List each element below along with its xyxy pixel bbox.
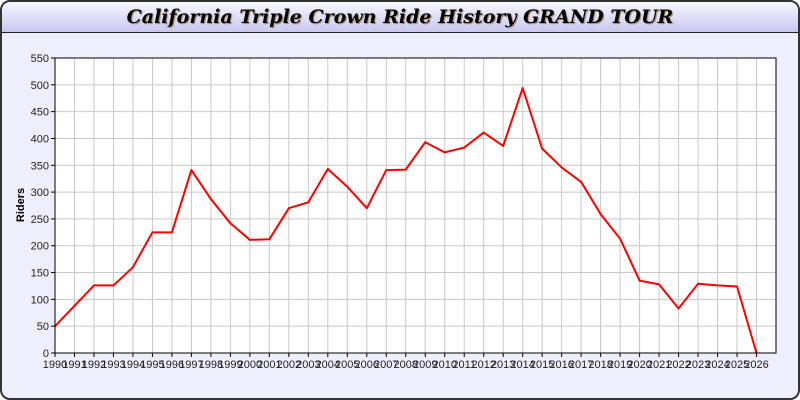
data-point — [463, 146, 466, 149]
data-point — [346, 185, 349, 188]
x-tick-label: 1991 — [62, 359, 86, 371]
y-tick-label: 450 — [31, 107, 49, 119]
x-tick-label: 2013 — [491, 359, 515, 371]
x-tick-label: 2015 — [530, 359, 554, 371]
x-tick-label: 2009 — [413, 359, 437, 371]
x-tick-label: 2016 — [549, 359, 573, 371]
x-tick-label: 1995 — [140, 359, 164, 371]
data-point — [268, 238, 271, 241]
data-point — [307, 201, 310, 204]
data-point — [131, 266, 134, 269]
x-tick-label: 2021 — [647, 359, 671, 371]
data-point — [365, 207, 368, 210]
y-tick-label: 0 — [43, 348, 49, 360]
data-point — [385, 169, 388, 172]
x-tick-label: 2002 — [277, 359, 301, 371]
x-tick-label: 1999 — [218, 359, 242, 371]
x-tick-label: 2001 — [257, 359, 281, 371]
y-tick-label: 100 — [31, 294, 49, 306]
x-tick-label: 2000 — [238, 359, 262, 371]
x-tick-label: 2023 — [686, 359, 710, 371]
x-tick-label: 1992 — [82, 359, 106, 371]
data-point — [73, 304, 76, 307]
data-point — [619, 237, 622, 240]
data-point — [541, 147, 544, 150]
data-point — [716, 284, 719, 287]
y-tick-label: 50 — [37, 321, 49, 333]
y-tick-label: 550 — [31, 53, 49, 65]
data-point — [92, 284, 95, 287]
x-tick-label: 2026 — [744, 359, 768, 371]
x-tick-label: 1993 — [101, 359, 125, 371]
data-point — [151, 231, 154, 234]
x-tick-label: 2014 — [510, 359, 534, 371]
x-tick-label: 2004 — [316, 359, 340, 371]
title-bar: California Triple Crown Ride History GRA… — [2, 2, 798, 33]
data-point — [580, 180, 583, 183]
plot-area — [55, 58, 776, 353]
y-axis-label: Riders — [15, 188, 27, 222]
data-point — [443, 151, 446, 154]
x-tick-label: 2005 — [335, 359, 359, 371]
data-point — [404, 168, 407, 171]
x-tick-label: 1997 — [179, 359, 203, 371]
y-tick-label: 200 — [31, 241, 49, 253]
y-tick-label: 350 — [31, 160, 49, 172]
x-tick-label: 2003 — [296, 359, 320, 371]
data-point — [502, 144, 505, 147]
y-tick-label: 400 — [31, 133, 49, 145]
plot-border — [54, 57, 777, 354]
y-tick-label: 300 — [31, 187, 49, 199]
x-tick-label: 1996 — [160, 359, 184, 371]
data-point — [287, 207, 290, 210]
y-tick-label: 500 — [31, 80, 49, 92]
x-tick-label: 2020 — [627, 359, 651, 371]
x-tick-label: 2010 — [432, 359, 456, 371]
x-tick-label: 2006 — [355, 359, 379, 371]
data-point — [560, 166, 563, 169]
data-point — [229, 222, 232, 225]
x-tick-label: 2008 — [394, 359, 418, 371]
y-tick-label: 150 — [31, 268, 49, 280]
x-tick-label: 2025 — [725, 359, 749, 371]
x-tick-label: 2019 — [608, 359, 632, 371]
data-point — [248, 238, 251, 241]
data-point — [658, 283, 661, 286]
data-point — [638, 279, 641, 282]
x-tick-label: 2024 — [705, 359, 729, 371]
data-point — [424, 141, 427, 144]
data-point — [697, 282, 700, 285]
x-tick-label: 1998 — [199, 359, 223, 371]
x-tick-label: 2011 — [452, 359, 476, 371]
data-point — [209, 198, 212, 201]
data-point — [521, 87, 524, 90]
x-tick-label: 2018 — [588, 359, 612, 371]
data-point — [736, 285, 739, 288]
data-point — [599, 213, 602, 216]
data-point — [190, 169, 193, 172]
x-tick-label: 2022 — [666, 359, 690, 371]
x-tick-label: 1994 — [121, 359, 145, 371]
data-point — [326, 168, 329, 171]
x-tick-label: 2012 — [471, 359, 495, 371]
data-point — [482, 131, 485, 134]
x-tick-label: 1990 — [43, 359, 67, 371]
x-tick-label: 2017 — [569, 359, 593, 371]
y-tick-label: 250 — [31, 214, 49, 226]
data-point — [677, 307, 680, 310]
data-point — [112, 284, 115, 287]
chart-title: California Triple Crown Ride History GRA… — [126, 6, 674, 28]
data-point — [170, 231, 173, 234]
x-tick-label: 2007 — [374, 359, 398, 371]
